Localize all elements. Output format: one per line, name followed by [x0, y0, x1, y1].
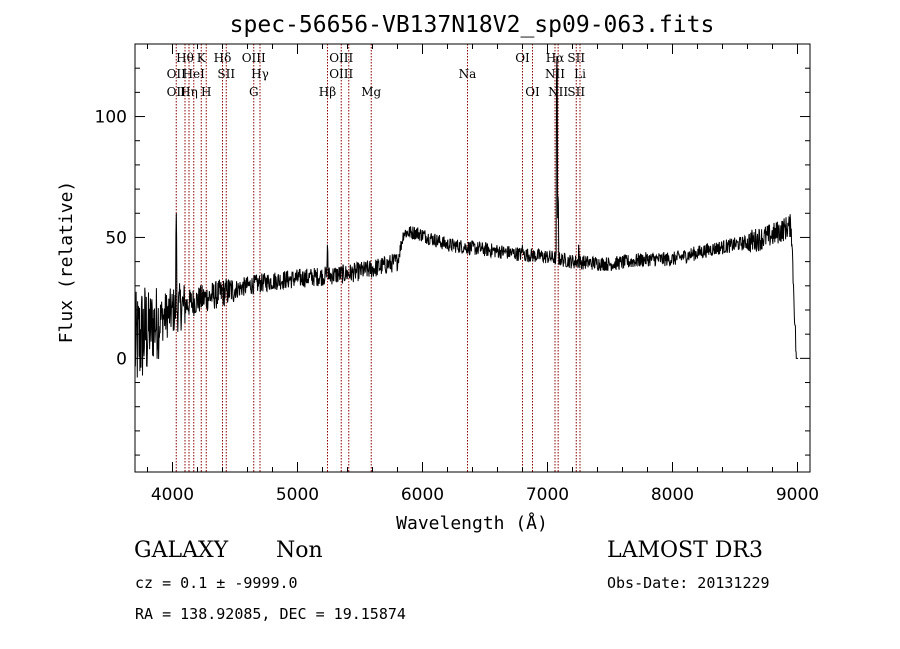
line-marker-label: Hβ	[319, 85, 336, 99]
object-subclass: Non	[276, 538, 323, 563]
line-marker-label: Li	[574, 67, 586, 81]
line-marker-label: OIII	[242, 51, 266, 65]
plot-frame	[134, 43, 811, 473]
survey-name: LAMOST DR3	[607, 538, 763, 563]
y-axis-label: Flux (relative)	[56, 181, 77, 344]
x-axis-label: Wavelength (Å)	[396, 512, 548, 534]
redshift-value: cz = 0.1 ± -9999.0	[135, 574, 298, 592]
line-marker-label: Hη	[180, 85, 198, 99]
line-marker-label: OII	[167, 67, 187, 81]
line-marker-label: G	[249, 85, 259, 99]
coordinates: RA = 138.92085, DEC = 19.15874	[135, 605, 406, 623]
y-axis-ticks: 0 50 100	[95, 67, 810, 456]
x-tick-label: 4000	[151, 485, 194, 505]
line-marker-label: HeI	[183, 67, 206, 81]
line-marker-labels: OII OII Hθ Hη HeI K H Hδ SII OIII G Hγ Hβ OIII OIII Mg N…	[167, 51, 586, 99]
x-tick-label: 9000	[776, 485, 819, 505]
line-markers	[175, 44, 581, 472]
line-marker-label: Hα	[546, 51, 565, 65]
line-marker-label: Mg	[361, 85, 381, 99]
line-marker-label: Na	[459, 67, 477, 81]
spectrum-line	[134, 56, 799, 378]
line-marker-label: OI	[525, 85, 540, 99]
line-marker-label: Hθ	[176, 51, 194, 65]
chart-title: spec-56656-VB137N18V2_sp09-063.fits	[230, 12, 715, 38]
line-marker-label: NII	[548, 85, 568, 99]
y-tick-label: 100	[95, 108, 127, 128]
line-marker-label: SII	[567, 51, 585, 65]
line-marker-label: OIII	[329, 51, 353, 65]
line-marker-label: OI	[515, 51, 530, 65]
x-tick-label: 7000	[526, 485, 569, 505]
object-class: GALAXY	[134, 538, 229, 563]
line-marker-label: OII	[167, 85, 187, 99]
obs-date: Obs-Date: 20131229	[607, 574, 770, 592]
x-tick-label: 8000	[651, 485, 694, 505]
line-marker-label: Hδ	[214, 51, 232, 65]
line-marker-label: NII	[545, 67, 565, 81]
line-marker-label: SII	[567, 85, 585, 99]
spectrum-series	[134, 56, 799, 378]
x-tick-label: 6000	[401, 485, 444, 505]
x-axis-ticks: 4000 5000 6000 7000 8000 9000	[147, 44, 819, 505]
line-marker-label: K	[197, 51, 207, 65]
y-tick-label: 0	[116, 349, 127, 369]
line-marker-label: Hγ	[251, 67, 269, 81]
line-marker-label: SII	[217, 67, 235, 81]
line-marker-label: H	[201, 85, 211, 99]
x-tick-label: 5000	[276, 485, 319, 505]
line-marker-label: OIII	[329, 67, 353, 81]
y-tick-label: 50	[105, 228, 127, 248]
